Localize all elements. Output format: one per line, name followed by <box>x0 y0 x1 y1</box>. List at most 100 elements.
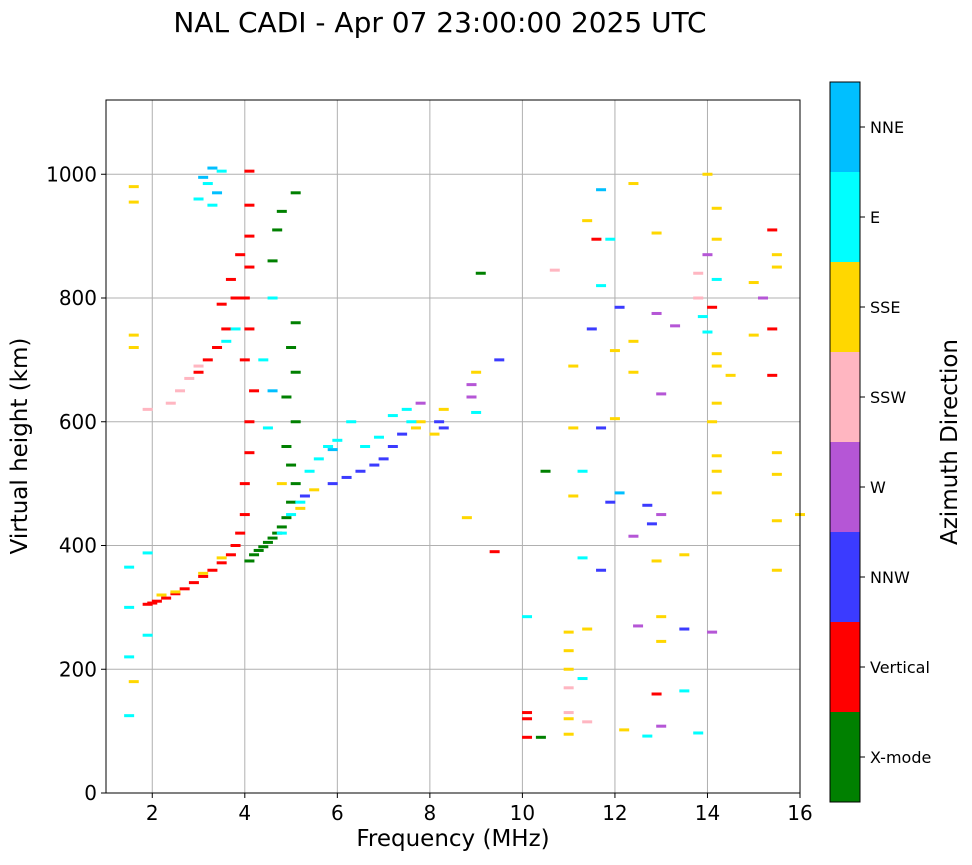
data-point-e <box>471 410 482 414</box>
data-point-e <box>124 714 135 718</box>
colorbar-segment <box>830 532 860 622</box>
data-point-sse <box>656 615 667 619</box>
data-point-w <box>656 513 667 517</box>
data-point-sse <box>771 568 782 572</box>
data-point-e <box>267 296 278 300</box>
data-point-nne <box>327 448 338 452</box>
data-point-e <box>406 420 417 424</box>
data-point-w <box>651 311 662 315</box>
data-point-sse <box>128 680 139 684</box>
data-point-sse <box>771 265 782 269</box>
data-point-sse <box>429 432 440 436</box>
data-point-nnw <box>341 475 352 479</box>
data-point-sse <box>771 472 782 476</box>
colorbar-tick-label: NNW <box>870 568 910 587</box>
data-point-e <box>577 469 588 473</box>
data-point-vertical <box>147 601 158 605</box>
data-point-e <box>697 315 708 319</box>
data-point-sse <box>415 420 426 424</box>
data-point-vertical <box>239 358 250 362</box>
data-point-e <box>360 445 371 448</box>
data-point-sse <box>725 373 736 377</box>
data-point-nnw <box>299 494 310 498</box>
data-point-ssw <box>693 296 704 300</box>
data-point-vertical <box>244 203 255 207</box>
data-point-nnw <box>494 358 505 362</box>
data-point-sse <box>128 346 139 349</box>
data-point-x-mode <box>262 540 273 544</box>
data-point-sse <box>170 590 181 594</box>
data-point-vertical <box>202 358 213 362</box>
data-point-ssw <box>175 389 186 393</box>
x-tick-label: 14 <box>695 801 720 825</box>
colorbar-tick-label: SSE <box>870 298 900 317</box>
data-point-x-mode <box>475 271 486 275</box>
data-point-vertical <box>244 327 255 331</box>
data-point-sse <box>461 516 472 520</box>
data-point-x-mode <box>290 420 301 424</box>
data-point-vertical <box>489 550 500 554</box>
y-tick-label: 1000 <box>46 162 97 186</box>
data-point-nnw <box>586 327 597 331</box>
x-tick-label: 4 <box>238 801 251 825</box>
data-point-w <box>415 401 426 405</box>
data-point-nne <box>212 191 223 195</box>
data-point-sse <box>410 426 421 430</box>
data-point-e <box>679 689 690 693</box>
data-point-x-mode <box>281 445 292 448</box>
data-point-sse <box>651 231 662 235</box>
data-point-vertical <box>216 302 227 306</box>
colorbar-tick-label: W <box>870 478 886 497</box>
data-point-e <box>346 420 357 424</box>
data-point-sse <box>771 519 782 523</box>
data-point-vertical <box>225 277 236 281</box>
colorbar-tick-label: NNE <box>870 118 904 137</box>
data-point-sse <box>771 253 782 257</box>
data-point-w <box>628 534 639 538</box>
grid-lines <box>106 100 800 793</box>
data-point-e <box>142 551 153 555</box>
y-tick-label: 400 <box>59 534 97 558</box>
data-point-x-mode <box>290 482 301 486</box>
data-point-vertical <box>244 234 255 238</box>
data-point-e <box>373 435 384 439</box>
data-point-e <box>142 633 153 637</box>
data-point-w <box>707 630 718 634</box>
data-point-e <box>124 655 135 659</box>
data-point-nnw <box>434 420 445 424</box>
data-point-x-mode <box>281 516 292 520</box>
data-point-vertical <box>179 587 190 591</box>
x-tick-label: 6 <box>331 801 344 825</box>
data-point-e <box>596 284 607 288</box>
data-point-nne <box>596 188 607 192</box>
data-point-ssw <box>142 407 153 411</box>
data-point-sse <box>568 494 579 498</box>
data-point-nnw <box>605 500 616 504</box>
colorbar-segment <box>830 442 860 532</box>
data-point-x-mode <box>540 469 551 473</box>
data-point-nnw <box>679 627 690 631</box>
data-point-w <box>656 392 667 396</box>
data-point-nnw <box>646 522 657 526</box>
data-point-sse <box>711 469 722 473</box>
data-point-nnw <box>387 445 398 448</box>
data-point-e <box>124 565 135 569</box>
data-point-e <box>230 327 241 331</box>
x-axis-label: Frequency (MHz) <box>356 826 550 852</box>
data-point-sse <box>563 667 574 671</box>
data-point-sse <box>216 556 227 560</box>
data-point-vertical <box>239 513 250 517</box>
data-point-nne <box>267 389 278 393</box>
data-point-sse <box>711 401 722 405</box>
data-point-sse <box>128 333 139 337</box>
data-point-e <box>193 197 204 201</box>
data-point-vertical <box>522 717 533 721</box>
data-point-vertical <box>707 305 718 309</box>
data-point-sse <box>309 488 320 492</box>
data-point-e <box>216 169 227 173</box>
data-point-x-mode <box>286 463 297 467</box>
data-point-ssw <box>184 376 195 380</box>
data-point-x-mode <box>267 536 278 540</box>
data-point-x-mode <box>286 500 297 504</box>
